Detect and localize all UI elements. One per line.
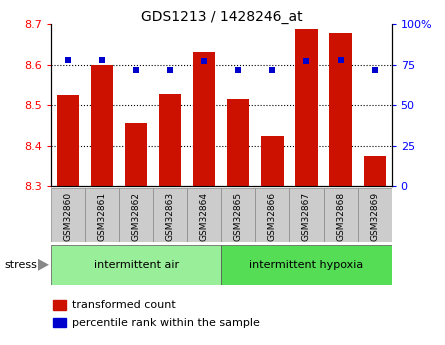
Bar bbox=[159, 94, 182, 186]
Text: transformed count: transformed count bbox=[72, 300, 175, 310]
Bar bbox=[222, 188, 255, 241]
Text: intermittent air: intermittent air bbox=[94, 260, 179, 270]
Text: GSM32861: GSM32861 bbox=[98, 192, 107, 242]
Bar bbox=[153, 188, 187, 241]
Bar bbox=[227, 99, 250, 186]
Bar bbox=[187, 188, 222, 241]
Text: GSM32869: GSM32869 bbox=[370, 192, 379, 242]
Bar bbox=[255, 188, 290, 241]
Bar bbox=[51, 245, 222, 285]
Text: GDS1213 / 1428246_at: GDS1213 / 1428246_at bbox=[141, 10, 302, 24]
Bar bbox=[91, 65, 113, 186]
Bar bbox=[329, 33, 352, 186]
Text: GSM32862: GSM32862 bbox=[132, 192, 141, 241]
Bar bbox=[193, 52, 215, 186]
Text: GSM32860: GSM32860 bbox=[64, 192, 73, 242]
Bar bbox=[57, 95, 79, 186]
Text: percentile rank within the sample: percentile rank within the sample bbox=[72, 318, 259, 328]
Bar bbox=[222, 245, 392, 285]
Bar bbox=[85, 188, 119, 241]
Bar bbox=[364, 156, 386, 186]
Polygon shape bbox=[38, 259, 49, 271]
Text: GSM32866: GSM32866 bbox=[268, 192, 277, 242]
Text: stress: stress bbox=[4, 260, 37, 270]
Bar bbox=[324, 188, 358, 241]
Text: GSM32864: GSM32864 bbox=[200, 192, 209, 241]
Text: GSM32867: GSM32867 bbox=[302, 192, 311, 242]
Bar bbox=[53, 300, 66, 310]
Bar bbox=[125, 124, 147, 186]
Bar bbox=[119, 188, 153, 241]
Bar bbox=[51, 188, 85, 241]
Text: GSM32863: GSM32863 bbox=[166, 192, 175, 242]
Text: GSM32868: GSM32868 bbox=[336, 192, 345, 242]
Bar bbox=[358, 188, 392, 241]
Text: intermittent hypoxia: intermittent hypoxia bbox=[249, 260, 364, 270]
Bar bbox=[53, 318, 66, 327]
Bar bbox=[290, 188, 324, 241]
Text: GSM32865: GSM32865 bbox=[234, 192, 243, 242]
Bar bbox=[295, 29, 318, 186]
Bar bbox=[261, 136, 283, 186]
